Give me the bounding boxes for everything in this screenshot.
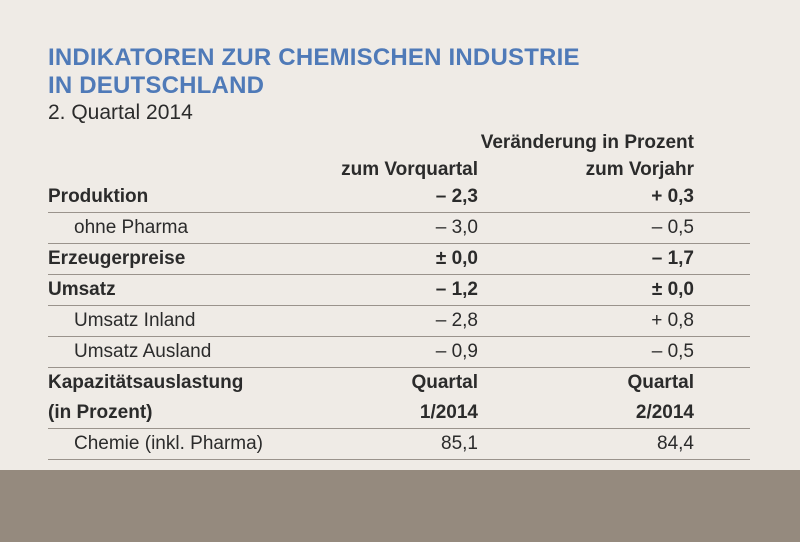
title-line-2: IN DEUTSCHLAND (48, 72, 265, 99)
row-label: Umsatz (48, 279, 116, 300)
value-vorjahr: ± 0,0 (651, 279, 694, 300)
table-row-kapazitaetsauslastung: Kapazitätsauslastung Quartal Quartal (48, 368, 750, 398)
row-label: Produktion (48, 186, 149, 207)
row-label: (in Prozent) (48, 402, 153, 423)
row-label: Kapazitätsauslastung (48, 372, 244, 393)
value-vorjahr: – 0,5 (651, 341, 694, 362)
table-row-ohne-pharma: ohne Pharma – 3,0 – 0,5 (48, 213, 750, 244)
table-row-in-prozent: (in Prozent) 1/2014 2/2014 (48, 398, 750, 429)
value-vorquartal: ± 0,0 (435, 248, 478, 269)
column-header-vorjahr: zum Vorjahr (585, 159, 694, 180)
table-row-chemie: Chemie (inkl. Pharma) 85,1 84,4 (48, 429, 750, 460)
table-row-produktion: Produktion – 2,3 + 0,3 (48, 182, 750, 213)
title-line-1: INDIKATOREN ZUR CHEMISCHEN INDUSTRIE (48, 44, 580, 71)
value-vorjahr: – 1,7 (651, 248, 694, 269)
value-vorquartal: – 3,0 (435, 217, 478, 238)
value-vorquartal: – 2,8 (435, 310, 478, 331)
value-vorquartal: – 2,3 (435, 186, 478, 207)
column-group-header: Veränderung in Prozent (480, 132, 694, 153)
table-row-umsatz-ausland: Umsatz Ausland – 0,9 – 0,5 (48, 337, 750, 368)
value-vorquartal: 1/2014 (419, 402, 478, 423)
row-label: Umsatz Ausland (74, 341, 212, 362)
value-vorquartal: Quartal (411, 372, 478, 393)
row-label: ohne Pharma (74, 217, 189, 238)
row-label: Erzeugerpreise (48, 248, 186, 269)
page-title: INDIKATOREN ZUR CHEMISCHEN INDUSTRIE IN … (48, 44, 580, 100)
row-label: Umsatz Inland (74, 310, 196, 331)
table-row-umsatz: Umsatz – 1,2 ± 0,0 (48, 275, 750, 306)
row-label: Chemie (inkl. Pharma) (74, 433, 263, 454)
value-vorjahr: 84,4 (657, 433, 694, 454)
value-vorjahr: + 0,8 (651, 310, 694, 331)
value-vorjahr: – 0,5 (651, 217, 694, 238)
value-vorjahr: Quartal (627, 372, 694, 393)
footer-band (0, 470, 800, 542)
value-vorquartal: 85,1 (441, 433, 478, 454)
value-vorjahr: 2/2014 (635, 402, 694, 423)
subtitle: 2. Quartal 2014 (48, 101, 193, 124)
column-header-vorquartal: zum Vorquartal (341, 159, 478, 180)
value-vorquartal: – 0,9 (435, 341, 478, 362)
value-vorjahr: + 0,3 (651, 186, 694, 207)
table-row-erzeugerpreise: Erzeugerpreise ± 0,0 – 1,7 (48, 244, 750, 275)
table-row-umsatz-inland: Umsatz Inland – 2,8 + 0,8 (48, 306, 750, 337)
value-vorquartal: – 1,2 (435, 279, 478, 300)
indicator-table: Produktion – 2,3 + 0,3 ohne Pharma – 3,0… (48, 182, 750, 460)
